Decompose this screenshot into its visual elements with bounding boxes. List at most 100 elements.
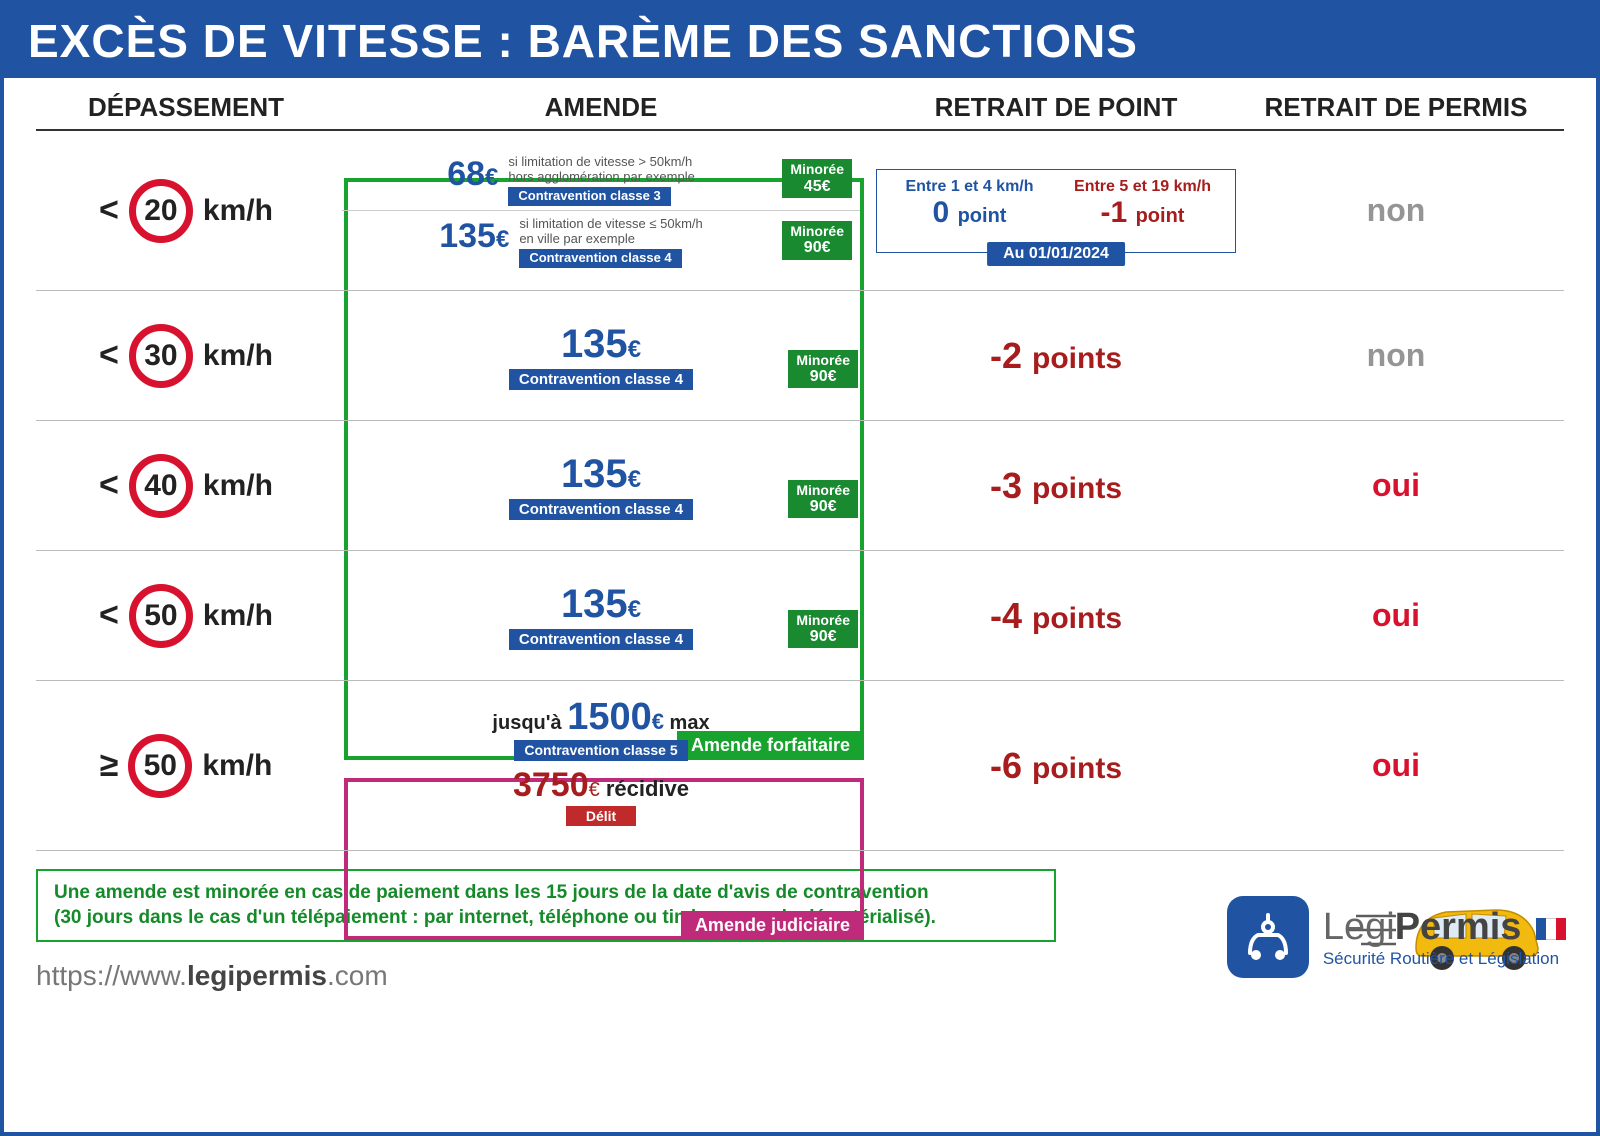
permis-cell: oui [1246, 467, 1546, 504]
header-depassement: DÉPASSEMENT [36, 92, 336, 123]
permis-cell: oui [1246, 747, 1546, 784]
contravention-badge: Contravention classe 4 [509, 629, 693, 650]
points-unit: points [1032, 602, 1122, 635]
minoree-badge: Minorée 90€ [788, 350, 858, 389]
points-date-box: Entre 1 et 4 km/h Entre 5 et 19 km/h 0 p… [876, 169, 1236, 253]
fine-amount: 135 [561, 322, 628, 367]
minoree-value: 90€ [810, 628, 837, 645]
brand-name: LegiPermis [1323, 906, 1566, 949]
brand-tagline: Sécurité Routière et Législation [1323, 949, 1566, 969]
cond-line: si limitation de vitesse ≤ 50km/h [519, 217, 702, 232]
points-cell: -2 points [866, 335, 1246, 377]
url-suffix: .com [327, 960, 388, 991]
logo-block: LegiPermis Sécurité Routière et Législat… [1227, 896, 1566, 978]
speed-sign-icon: 40 [129, 454, 193, 518]
kmh-label: km/h [203, 599, 273, 633]
euro: € [496, 226, 509, 253]
contravention-badge: Contravention classe 4 [509, 369, 693, 390]
minoree-label: Minorée [796, 612, 850, 628]
contravention-badge: Contravention classe 4 [519, 249, 681, 268]
points-cell: -6 points [866, 745, 1246, 787]
fine-amount-wrap: 135€ [439, 217, 509, 256]
cond-line: si limitation de vitesse > 50km/h [508, 155, 694, 170]
points-unit: points [1032, 752, 1122, 785]
minoree-badge: Minorée 45€ [782, 159, 852, 198]
speed-sign-icon: 50 [128, 734, 192, 798]
infographic-frame: EXCÈS DE VITESSE : BARÈME DES SANCTIONS … [0, 0, 1600, 1136]
footnote-box: Une amende est minorée en cas de paiemen… [36, 869, 1056, 942]
minoree-value: 90€ [810, 498, 837, 515]
fine-amount: 68 [447, 155, 485, 194]
points-cell: -4 points [866, 595, 1246, 637]
url-domain: legipermis [187, 960, 327, 991]
fine-block-1: 68€ si limitation de vitesse > 50km/h ho… [342, 149, 860, 211]
content: DÉPASSEMENT AMENDE RETRAIT DE POINT RETR… [4, 78, 1596, 992]
delit-badge: Délit [566, 806, 636, 827]
euro: € [628, 596, 641, 623]
fine-amount: 1500 [567, 696, 652, 738]
column-headers: DÉPASSEMENT AMENDE RETRAIT DE POINT RETR… [36, 78, 1564, 131]
suffix: max [664, 712, 710, 734]
fine-amount-wrap: 68€ [447, 155, 498, 194]
table-row: < 50 km/h 135€ Contravention classe 4 Mi… [36, 551, 1564, 681]
contravention-badge: Contravention classe 4 [509, 499, 693, 520]
kmh-label: km/h [202, 749, 272, 783]
flag-icon [1536, 918, 1566, 940]
url-prefix: https://www. [36, 960, 187, 991]
operator: < [99, 596, 119, 635]
amende-cell: 135€ Contravention classe 4 Minorée 90€ [336, 314, 866, 398]
points-unit: points [1032, 472, 1122, 505]
operator: ≥ [100, 746, 119, 785]
permis-cell: non [1246, 337, 1546, 374]
point-unit: point [958, 205, 1007, 227]
recidive-label: récidive [600, 776, 689, 801]
amende-cell: 68€ si limitation de vitesse > 50km/h ho… [336, 145, 866, 276]
minoree-badge: Minorée 90€ [788, 480, 858, 519]
fine-amount-recidive: 3750 [513, 766, 589, 804]
logo-icon [1227, 896, 1309, 978]
amende-cell: jusqu'à 1500€ max Contravention classe 5… [336, 685, 866, 847]
depassement-cell: ≥ 50 km/h [36, 734, 336, 798]
fine-amount: 135 [439, 217, 496, 256]
contravention-badge: Contravention classe 3 [508, 187, 670, 206]
amende-cell: 135€ Contravention classe 4 Minorée 90€ [336, 574, 866, 658]
speed-sign-icon: 20 [129, 179, 193, 243]
permis-cell: non [1246, 192, 1546, 229]
points-range-b: Entre 5 et 19 km/h [1056, 178, 1229, 196]
fine-block-2: 135€ si limitation de vitesse ≤ 50km/h e… [342, 211, 860, 272]
contravention-badge: Contravention classe 5 [514, 740, 687, 761]
points-value: -6 [990, 745, 1022, 786]
kmh-label: km/h [203, 339, 273, 373]
minoree-value: 90€ [804, 239, 831, 256]
amende-cell: 135€ Contravention classe 4 Minorée 90€ [336, 444, 866, 528]
depassement-cell: < 40 km/h [36, 454, 336, 518]
points-value: -4 [990, 595, 1022, 636]
depassement-cell: < 30 km/h [36, 324, 336, 388]
title-bar: EXCÈS DE VITESSE : BARÈME DES SANCTIONS [4, 4, 1596, 78]
table-row: < 30 km/h 135€ Contravention classe 4 Mi… [36, 291, 1564, 421]
operator: < [99, 466, 119, 505]
depassement-cell: < 20 km/h [36, 179, 336, 243]
table-rows: < 20 km/h 68€ si limitation de vitesse >… [36, 131, 1564, 851]
table-row: < 40 km/h 135€ Contravention classe 4 Mi… [36, 421, 1564, 551]
points-unit: points [1032, 342, 1122, 375]
date-badge: Au 01/01/2024 [987, 242, 1125, 266]
speed-sign-icon: 50 [129, 584, 193, 648]
footnote-line: Une amende est minorée en cas de paiemen… [54, 881, 1038, 906]
kmh-label: km/h [203, 469, 273, 503]
speed-sign-icon: 30 [129, 324, 193, 388]
points-cell: Entre 1 et 4 km/h Entre 5 et 19 km/h 0 p… [866, 165, 1246, 257]
prefix: jusqu'à [492, 712, 567, 734]
footnote-line: (30 jours dans le cas d'un télépaiement … [54, 906, 1038, 931]
points-cell: -3 points [866, 465, 1246, 507]
table-row: ≥ 50 km/h jusqu'à 1500€ max Contraventio… [36, 681, 1564, 851]
cond-line: en ville par exemple [519, 232, 702, 247]
minoree-value: 90€ [810, 368, 837, 385]
points-value-a: 0 point [883, 196, 1056, 230]
logo-text: LegiPermis Sécurité Routière et Législat… [1323, 906, 1566, 969]
euro: € [628, 466, 641, 493]
brand-part-2: Permis [1395, 906, 1522, 948]
minoree-value: 45€ [804, 178, 831, 195]
fine-amount: 135 [561, 582, 628, 627]
points-range-a: Entre 1 et 4 km/h [883, 178, 1056, 196]
